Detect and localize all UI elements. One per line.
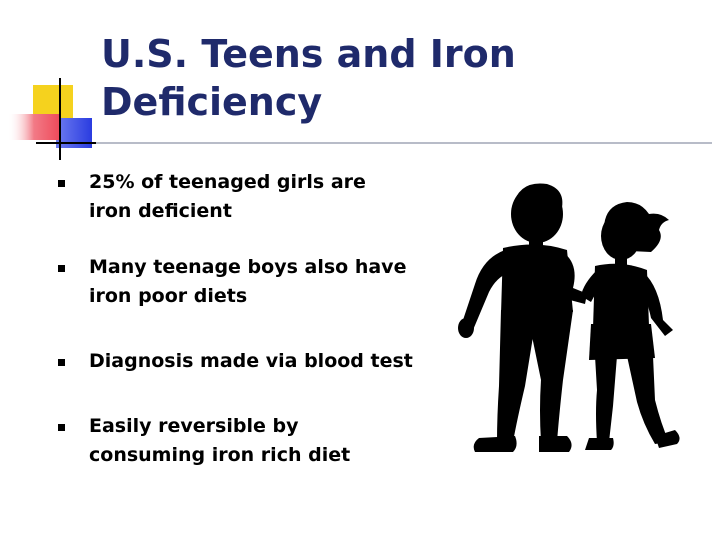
bullet-line: Diagnosis made via blood test [89, 350, 413, 372]
square-bullet-icon [58, 424, 65, 431]
teen-silhouettes-clipart [458, 183, 680, 452]
square-bullet-icon [58, 265, 65, 272]
bullet-line: iron poor diets [89, 285, 248, 307]
slide-title: U.S. Teens and Iron Deficiency [101, 30, 621, 126]
bullet-line: Easily reversible by [89, 415, 299, 437]
bullet-line: Many teenage boys also have [89, 256, 407, 278]
bullet-line: consuming iron rich diet [89, 444, 351, 466]
square-bullet-icon [58, 180, 65, 187]
bullet-text: 25% of teenaged girls are iron deficient [89, 168, 459, 226]
bullet-line: 25% of teenaged girls are [89, 171, 366, 193]
bullet-text: Many teenage boys also have iron poor di… [89, 253, 459, 311]
girl-silhouette-icon [581, 202, 680, 450]
bullet-text: Easily reversible by consuming iron rich… [89, 412, 459, 470]
slide-title-line-1: U.S. Teens and Iron [101, 32, 516, 76]
slide-title-line-2: Deficiency [101, 80, 323, 124]
bullet-line: iron deficient [89, 200, 232, 222]
deco-red-bar [8, 114, 60, 140]
square-bullet-icon [58, 359, 65, 366]
boy-silhouette-icon [458, 183, 587, 452]
bullet-text: Diagnosis made via blood test [89, 347, 459, 376]
